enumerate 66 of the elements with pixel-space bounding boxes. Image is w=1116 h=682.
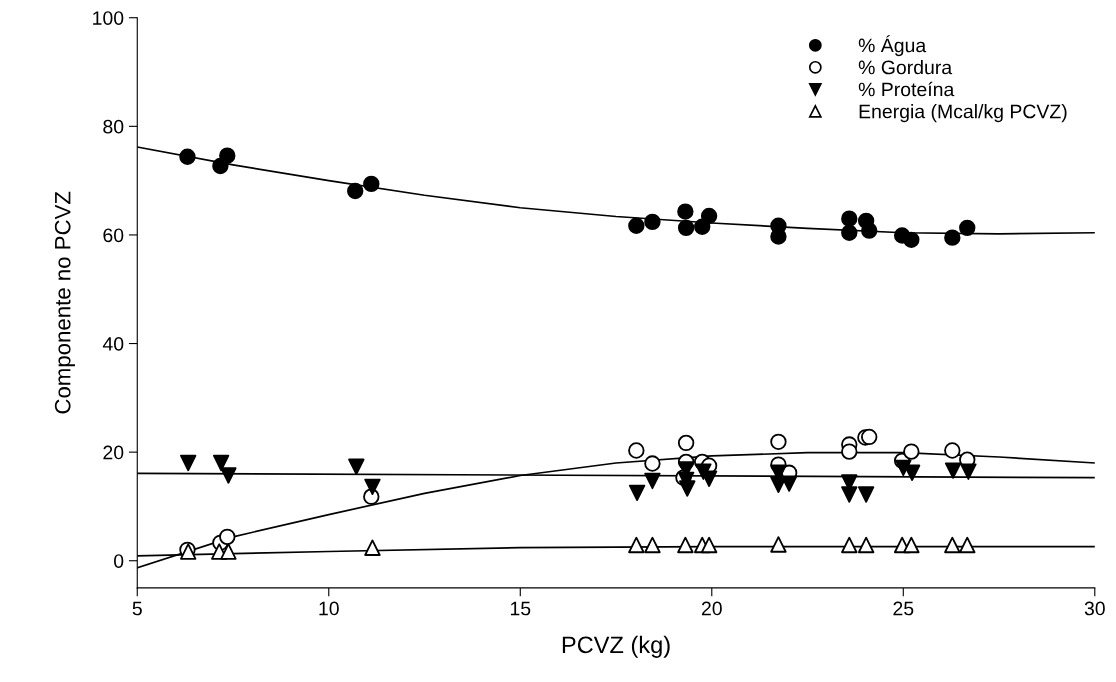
point xyxy=(628,536,645,554)
point xyxy=(700,207,718,225)
point xyxy=(841,224,858,241)
point xyxy=(677,434,695,452)
point xyxy=(644,536,661,554)
point xyxy=(364,539,381,556)
x-tick-label: 5 xyxy=(132,601,142,616)
x-tick-label: 30 xyxy=(1084,601,1105,616)
point xyxy=(841,536,858,554)
legend-label: % Água xyxy=(858,35,927,57)
x-axis-title: PCVZ (kg) xyxy=(562,635,670,658)
legend-label: % Gordura xyxy=(858,60,953,75)
legend-label: Energia (Mcal/kg PCVZ) xyxy=(859,104,1067,123)
y-tick-label: 100 xyxy=(93,11,124,25)
x-tick-label: 15 xyxy=(510,601,531,616)
point xyxy=(944,229,961,246)
point xyxy=(959,219,976,237)
point xyxy=(179,148,196,165)
point xyxy=(644,213,661,231)
point xyxy=(959,536,976,554)
point xyxy=(903,231,920,249)
point xyxy=(960,463,977,480)
point xyxy=(677,536,694,554)
point xyxy=(644,472,661,490)
point xyxy=(644,455,661,472)
point xyxy=(841,443,858,460)
x-tick-label: 20 xyxy=(701,601,722,616)
x-tick-label: 10 xyxy=(319,601,339,616)
y-tick-label: 80 xyxy=(103,119,124,134)
point xyxy=(219,528,236,546)
y-axis-title: Componente no PCVZ xyxy=(54,191,75,414)
point xyxy=(700,536,718,554)
point xyxy=(944,462,962,479)
legend-label: % Proteína xyxy=(858,81,955,97)
point xyxy=(677,219,695,237)
point xyxy=(841,210,858,227)
point xyxy=(857,536,875,554)
point xyxy=(180,454,197,472)
point xyxy=(861,428,878,446)
point xyxy=(363,175,380,193)
point xyxy=(348,458,365,475)
y-tick-label: 40 xyxy=(102,337,124,351)
point xyxy=(677,203,694,220)
point xyxy=(944,536,961,554)
y-tick-label: 0 xyxy=(114,554,124,568)
point xyxy=(220,467,237,484)
point xyxy=(903,536,920,554)
point xyxy=(944,442,961,459)
point xyxy=(857,486,875,503)
point xyxy=(861,222,878,239)
y-tick-label: 60 xyxy=(103,228,124,243)
point xyxy=(841,486,858,503)
point xyxy=(679,480,696,497)
point xyxy=(628,217,645,234)
x-tick-label: 25 xyxy=(893,601,914,616)
point xyxy=(628,484,646,502)
point xyxy=(628,442,645,459)
point xyxy=(219,147,236,164)
y-tick-label: 20 xyxy=(103,445,124,460)
point xyxy=(364,478,381,496)
point xyxy=(212,454,230,472)
point xyxy=(770,536,787,553)
point xyxy=(220,543,237,560)
point xyxy=(770,433,787,451)
point xyxy=(347,182,364,200)
point xyxy=(903,443,920,460)
